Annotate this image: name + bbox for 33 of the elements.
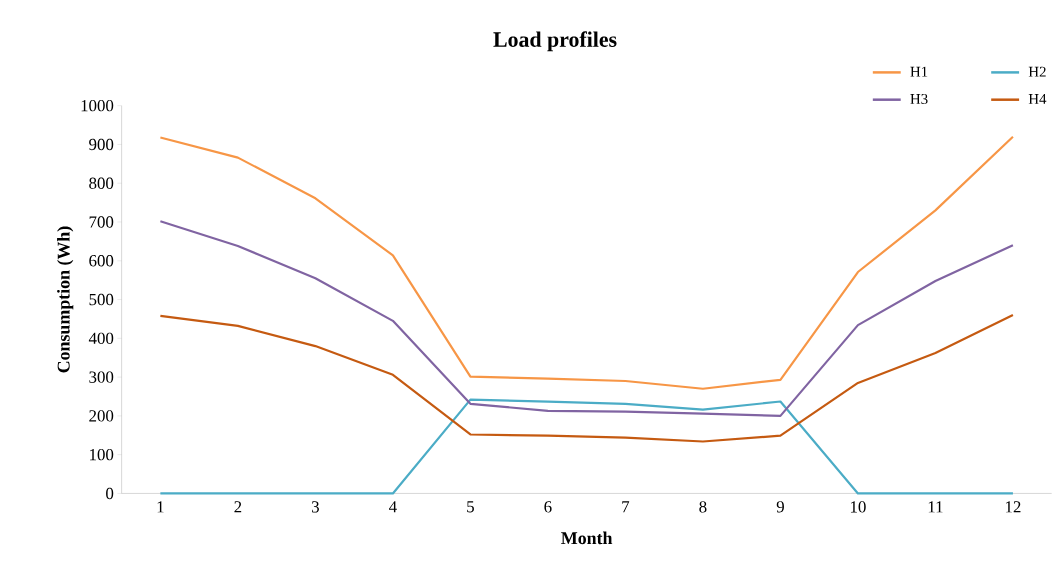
x-tick-label: 5	[467, 501, 474, 513]
x-tick-label: 3	[311, 501, 319, 513]
line-series	[159, 313, 1015, 443]
y-tick-label: 700	[89, 216, 114, 228]
x-tick-label: 9	[776, 501, 784, 513]
line-series	[159, 220, 1015, 417]
x-axis-title: Month	[561, 531, 613, 545]
x-tick-label: 4	[389, 501, 397, 513]
y-tick-label: 100	[90, 448, 114, 461]
chart-title: Load profiles	[493, 31, 617, 52]
y-tick-label: 500	[89, 293, 114, 306]
y-tick-label: 200	[89, 410, 114, 422]
x-tick-label: 2	[234, 501, 242, 513]
x-tick-label: 8	[699, 501, 707, 513]
y-tick-label: 0	[106, 487, 114, 500]
y-tick-label: 1000	[81, 99, 114, 112]
x-tick-label: 1	[157, 501, 164, 513]
legend-label: H2	[1028, 66, 1046, 77]
line-series	[159, 135, 1015, 390]
y-tick-label: 900	[89, 138, 114, 151]
y-tick-label: 400	[88, 332, 114, 344]
x-tick-label: 12	[1005, 501, 1021, 513]
x-tick-label: 6	[544, 501, 552, 513]
y-tick-label: 300	[89, 371, 114, 383]
x-tick-label: 11	[928, 501, 943, 513]
y-tick-label: 600	[89, 254, 114, 267]
y-axis-title: Consumption (Wh)	[57, 226, 74, 373]
x-tick-label: 10	[850, 501, 866, 513]
legend-label: H4	[1028, 93, 1047, 104]
legend-label: H1	[910, 66, 928, 77]
y-tick-label: 800	[89, 177, 114, 189]
legend-label: H3	[910, 93, 928, 104]
x-tick-label: 7	[622, 501, 630, 513]
